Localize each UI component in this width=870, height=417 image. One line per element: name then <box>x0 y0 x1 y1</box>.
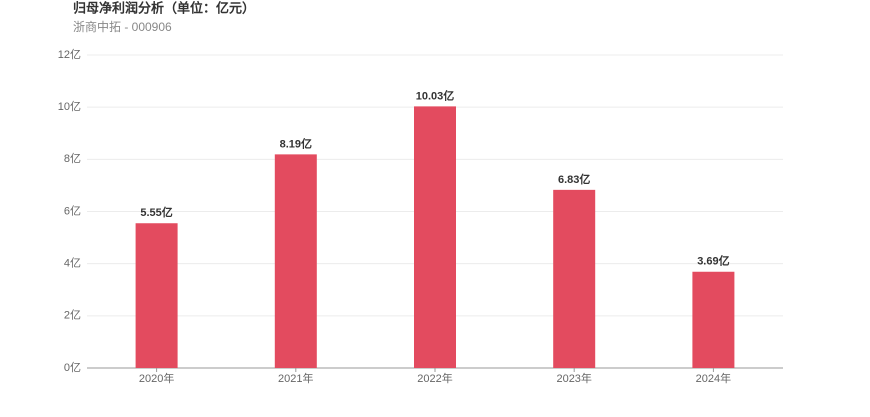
x-tick-label: 2020年 <box>139 371 174 385</box>
value-label: 10.03亿 <box>416 88 455 102</box>
chart-subtitle: 浙商中拓 - 000906 <box>73 19 172 34</box>
y-tick-label: 6亿 <box>64 204 81 217</box>
x-tick-label: 2022年 <box>417 371 452 385</box>
value-label: 5.55亿 <box>140 205 172 219</box>
y-tick-label: 12亿 <box>58 48 81 61</box>
x-tick-label: 2023年 <box>556 371 591 385</box>
bar <box>274 154 317 368</box>
value-label: 8.19亿 <box>280 136 312 150</box>
y-tick-label: 10亿 <box>58 100 81 113</box>
x-tick-label: 2024年 <box>696 371 731 385</box>
x-tick-label: 2021年 <box>278 371 313 385</box>
bar <box>414 106 456 369</box>
bar <box>553 189 596 368</box>
y-tick-label: 0亿 <box>64 361 81 374</box>
value-label: 3.69亿 <box>697 254 729 268</box>
y-tick-label: 2亿 <box>64 309 81 322</box>
chart-title: 归母净利润分析（单位：亿元） <box>73 0 255 15</box>
bar <box>135 223 178 368</box>
bar <box>692 271 735 368</box>
value-label: 6.83亿 <box>558 172 590 186</box>
y-tick-label: 4亿 <box>64 257 81 270</box>
y-tick-label: 8亿 <box>64 152 81 165</box>
